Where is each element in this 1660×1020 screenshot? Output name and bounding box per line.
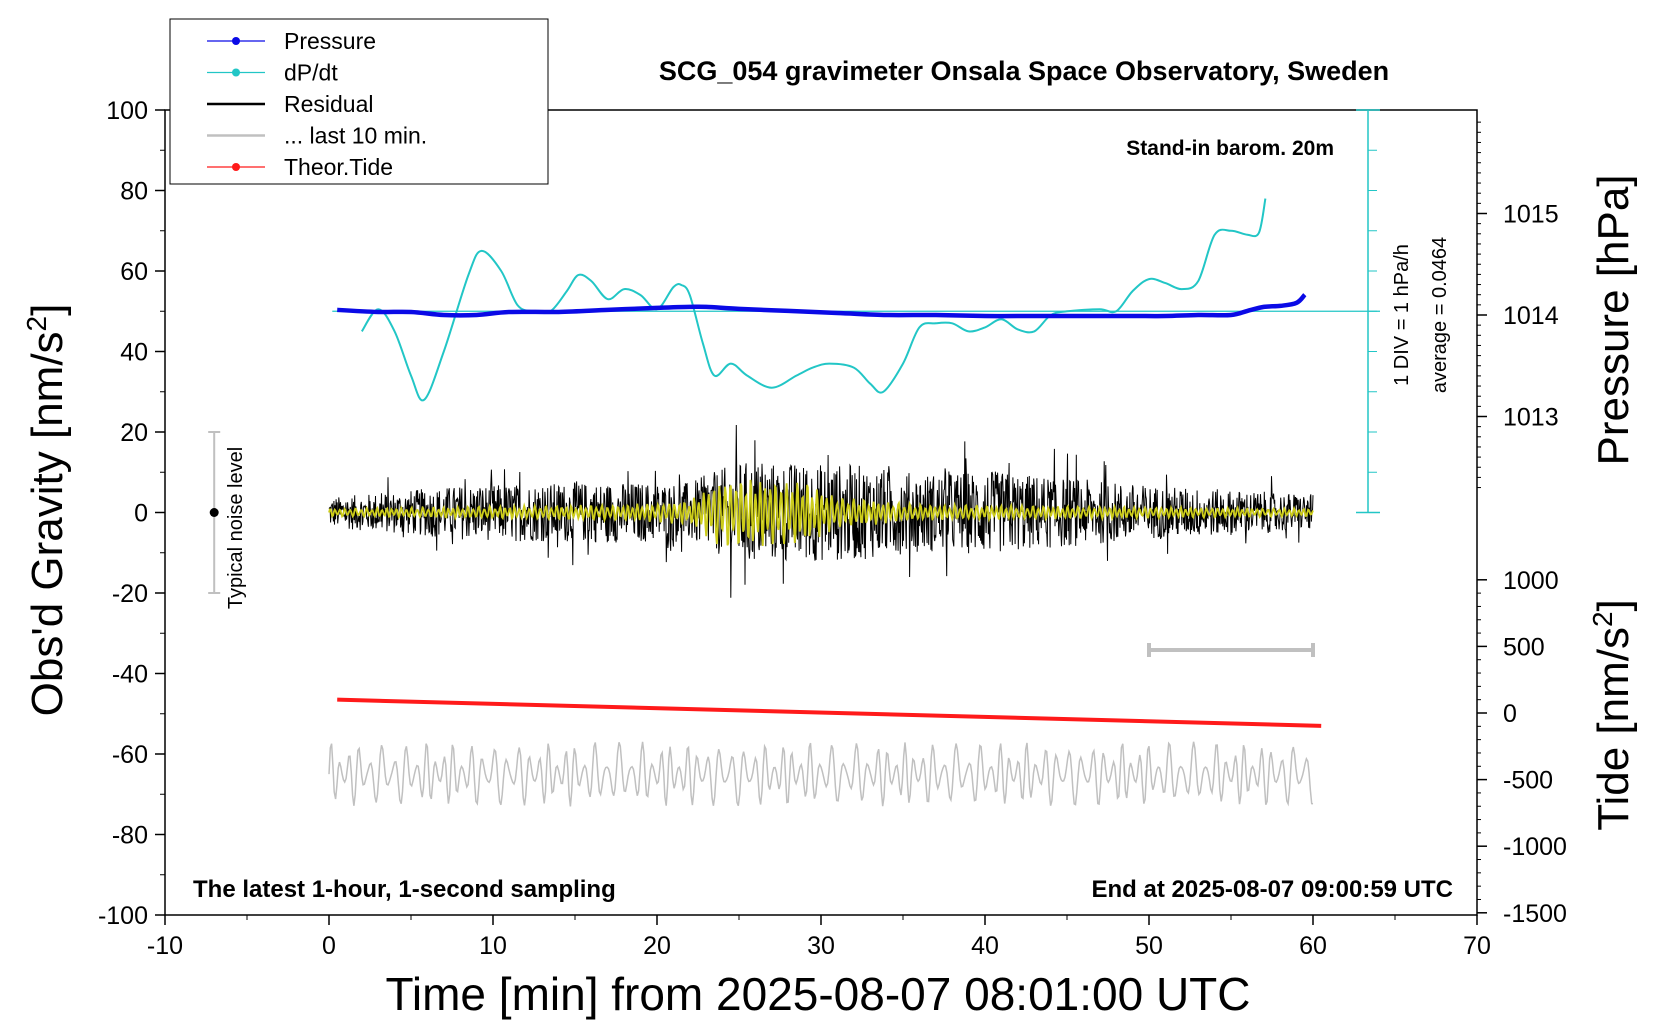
tide-tick-label: 500 <box>1503 633 1545 661</box>
x-tick-label: -10 <box>147 932 183 960</box>
y-axis-label-sup: 2 <box>21 316 52 332</box>
legend-marker <box>232 68 240 77</box>
tide-tick-label: -1000 <box>1503 833 1567 861</box>
y-tick-label: 80 <box>120 178 148 206</box>
series-layer <box>208 198 1322 807</box>
tide-tick-label: -1500 <box>1503 900 1567 928</box>
tide-tick-label: 0 <box>1503 700 1517 728</box>
legend-label: Theor.Tide <box>284 154 393 180</box>
chart-title: SCG_054 gravimeter Onsala Space Observat… <box>659 56 1389 86</box>
y-axis-label: Obs'd Gravity [nm/s2] <box>21 304 72 717</box>
legend-marker <box>232 163 240 171</box>
pressure-axis-ticks: 1015 1014 1013 <box>1477 121 1559 489</box>
pressure-tick-label: 1015 <box>1503 201 1559 229</box>
pressure-tick-label: 1014 <box>1503 302 1559 330</box>
legend-label: Pressure <box>284 28 376 54</box>
y-tick-label: -60 <box>112 741 148 769</box>
tide-axis-ticks: 1000 500 0 -500 -1000 -1500 <box>1477 567 1567 928</box>
tide-axis-label: Tide [nm/s2] <box>1587 599 1638 831</box>
x-tick-label: 40 <box>971 932 999 960</box>
tide-axis-label-end: ] <box>1589 599 1638 611</box>
y-tick-label: 0 <box>134 500 148 528</box>
legend-label: Residual <box>284 91 374 117</box>
bottom-right-note: End at 2025-08-07 09:00:59 UTC <box>1092 876 1454 903</box>
y-tick-label: -100 <box>98 902 148 930</box>
x-tick-label: 70 <box>1463 932 1491 960</box>
legend-marker <box>232 37 240 45</box>
residual-smoothed-line <box>328 479 1314 546</box>
y-tick-label: 100 <box>106 97 148 125</box>
x-tick-label: 10 <box>479 932 507 960</box>
pressure-tick-label: 1013 <box>1503 404 1559 432</box>
x-tick-label: 20 <box>643 932 671 960</box>
x-tick-label: 50 <box>1135 932 1163 960</box>
noise-label: Typical noise level <box>225 447 247 609</box>
tide-tick-label: -500 <box>1503 767 1553 795</box>
tide-axis-label-sup: 2 <box>1587 611 1618 627</box>
legend: Pressure dP/dt Residual ... last 10 min. The… <box>169 18 549 185</box>
x-tick-label: 30 <box>807 932 835 960</box>
dpdt-series-line <box>360 198 1267 402</box>
noise-bar-dot <box>209 508 219 517</box>
y-tick-label: -20 <box>112 580 148 608</box>
last10-series-line <box>328 741 1314 807</box>
tide-series-line <box>337 697 1322 728</box>
x-tick-label: 60 <box>1299 932 1327 960</box>
y-tick-label: -40 <box>112 661 148 689</box>
pressure-axis-label: Pressure [hPa] <box>1589 174 1638 465</box>
y-axis-label-main: Obs'd Gravity [nm/s <box>23 331 72 716</box>
average-label: average = 0.0464 <box>1429 237 1451 393</box>
x-axis-ticks: -10 0 10 20 30 40 50 60 70 <box>147 915 1491 960</box>
legend-box <box>169 18 549 185</box>
x-axis-label: Time [min] from 2025-08-07 08:01:00 UTC <box>386 968 1251 1020</box>
y-tick-label: 20 <box>120 419 148 447</box>
y-axis-label-end: ] <box>23 304 72 316</box>
div-label: 1 DIV = 1 hPa/h <box>1391 244 1413 386</box>
y-tick-label: 60 <box>120 258 148 286</box>
stand-in-note: Stand-in barom. 20m <box>1126 137 1334 160</box>
y-tick-label: -80 <box>112 822 148 850</box>
legend-label: ... last 10 min. <box>284 123 427 149</box>
x-tick-label: 0 <box>322 932 336 960</box>
pressure-series-line <box>337 293 1307 319</box>
y-axis-ticks: 100 80 60 40 20 0 -20 -40 -60 -80 -100 <box>98 97 165 930</box>
tide-tick-label: 1000 <box>1503 567 1559 595</box>
legend-items: Pressure dP/dt Residual ... last 10 min. The… <box>207 28 427 180</box>
y-tick-label: 40 <box>120 339 148 367</box>
legend-label: dP/dt <box>284 60 338 86</box>
tide-axis-label-main: Tide [nm/s <box>1589 627 1638 831</box>
bottom-left-note: The latest 1-hour, 1-second sampling <box>193 876 616 903</box>
